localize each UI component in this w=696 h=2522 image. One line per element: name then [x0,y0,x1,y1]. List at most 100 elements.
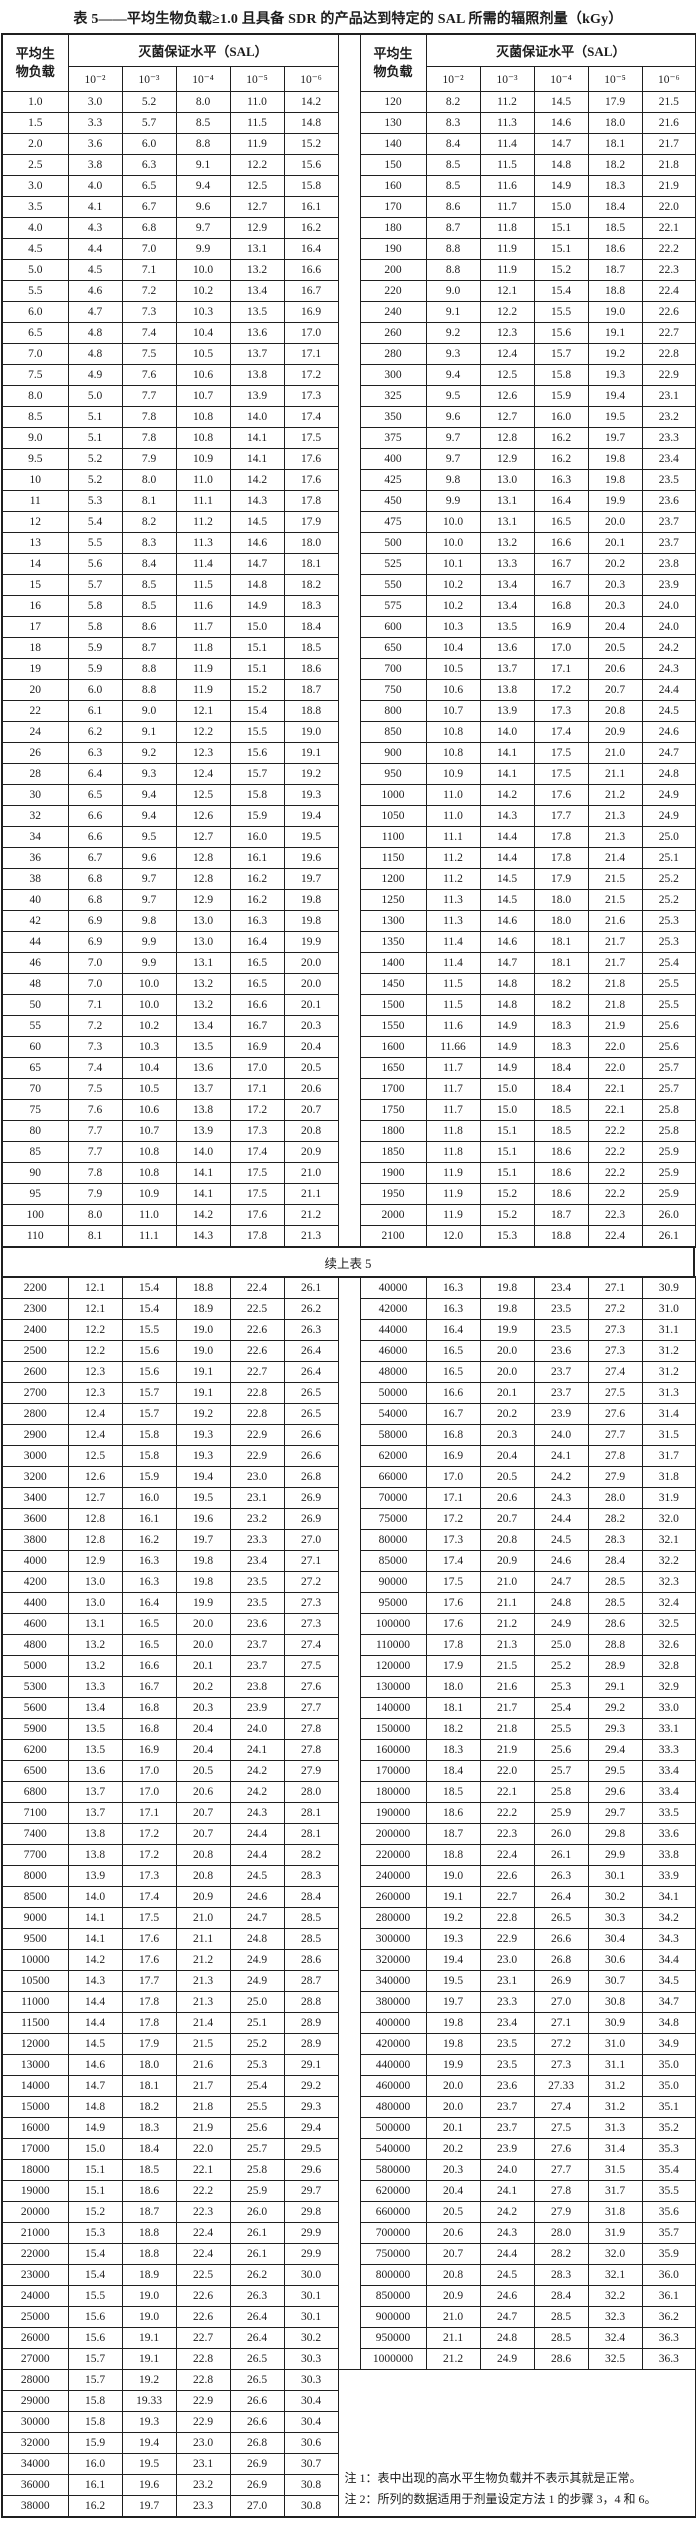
dose-cell: 23.4 [229,1550,285,1572]
dose-cell: 11.9 [229,133,285,155]
dose-cell: 25.3 [641,931,696,953]
dose-cell: 15.2 [479,1204,535,1226]
dose-cell: 16.3 [121,1550,177,1572]
dose-cell: 22.4 [479,1844,535,1866]
table-row: 11500 14.4 17.8 21.4 25.1 28.9 400000 19.8 23.4 2… [1,2012,696,2034]
bioburden-cell: 950000 [359,2327,427,2349]
bioburden-cell: 13 [1,532,69,554]
dose-cell: 33.8 [641,1844,696,1866]
dose-cell: 14.5 [67,2033,123,2055]
dose-cell: 14.2 [283,91,339,113]
bioburden-cell: 8500 [1,1886,69,1908]
dose-cell: 25.4 [533,1697,589,1719]
dose-cell: 23.7 [641,532,696,554]
dose-cell: 11.9 [425,1204,481,1226]
dose-cell: 24.0 [229,1718,285,1740]
dose-cell: 14.3 [229,490,285,512]
dose-cell: 18.2 [533,973,589,995]
dose-cell: 14.3 [479,805,535,827]
bioburden-cell: 6800 [1,1781,69,1803]
dose-cell: 22.8 [175,2348,231,2370]
table-row: 13 5.5 8.3 11.3 14.6 18.0 500 10.0 13.2 16.6 20.1 2… [1,532,696,554]
dose-cell: 8.8 [425,238,481,260]
bioburden-cell: 6200 [1,1739,69,1761]
dose-cell: 24.4 [533,1508,589,1530]
bioburden-cell: 10500 [1,1970,69,1992]
bioburden-cell: 27000 [1,2348,69,2370]
bioburden-cell: 9500 [1,1928,69,1950]
dose-cell: 8.5 [425,154,481,176]
dose-cell: 35.5 [641,2180,696,2202]
dose-cell: 10.6 [425,679,481,701]
table-row: 38000 16.2 19.7 23.3 27.0 30.8 [1,2495,696,2518]
bioburden-cell: 2100 [359,1225,427,1248]
dose-cell: 21.7 [587,931,643,953]
dose-cell: 14.9 [67,2117,123,2139]
dose-cell: 12.1 [67,1276,123,1299]
dose-cell: 15.7 [533,343,589,365]
dose-cell: 23.6 [229,1613,285,1635]
dose-cell: 19.2 [175,1403,231,1425]
dose-cell: 16.3 [229,910,285,932]
dose-cell: 14.5 [229,511,285,533]
dose-cell: 23.7 [533,1382,589,1404]
dose-cell: 7.4 [67,1057,123,1079]
dose-cell: 16.9 [283,301,339,323]
bioburden-cell: 50000 [359,1382,427,1404]
bioburden-cell: 95000 [359,1592,427,1614]
dose-cell: 23.3 [479,1991,535,2013]
dose-cell: 10.5 [121,1078,177,1100]
dose-cell: 16.2 [67,2495,123,2518]
dose-cell: 21.3 [587,805,643,827]
dose-cell: 17.9 [283,511,339,533]
dose-cell: 28.0 [587,1487,643,1509]
dose-cell: 17.7 [121,1970,177,1992]
dose-cell: 29.5 [587,1760,643,1782]
dose-cell: 11.1 [175,490,231,512]
dose-cell: 17.4 [121,1886,177,1908]
dose-cell: 18.1 [283,553,339,575]
dose-cell: 27.5 [587,1382,643,1404]
dose-cell: 14.7 [67,2075,123,2097]
dose-cell: 28.6 [283,1949,339,1971]
dose-cell: 9.7 [175,217,231,239]
dose-cell: 11.1 [425,826,481,848]
dose-cell: 35.4 [641,2159,696,2181]
dose-cell: 14.4 [479,826,535,848]
dose-cell: 4.5 [67,259,123,281]
dose-cell: 20.5 [175,1760,231,1782]
dose-cell: 23.5 [479,2033,535,2055]
table-row: 2300 12.1 15.4 18.9 22.5 26.2 42000 16.3 19.8 23.… [1,1298,696,1320]
spacer-column [337,1277,361,2370]
dose-cell: 11.5 [479,154,535,176]
dose-cell: 23.5 [641,469,696,491]
dose-cell: 19.8 [283,910,339,932]
dose-cell: 15.1 [533,217,589,239]
dose-cell: 9.0 [425,280,481,302]
bioburden-cell: 32 [1,805,69,827]
dose-cell: 21.2 [283,1204,339,1226]
bioburden-cell: 9.5 [1,448,69,470]
dose-cell: 6.8 [121,217,177,239]
dose-cell: 14.8 [479,973,535,995]
dose-cell: 21.0 [425,2306,481,2328]
dose-cell: 11.3 [425,910,481,932]
dose-cell: 34.4 [641,1949,696,1971]
dose-cell: 20.0 [479,1340,535,1362]
table-row: 3800 12.8 16.2 19.7 23.3 27.0 80000 17.3 20.8 24.… [1,1529,696,1551]
bioburden-cell: 480000 [359,2096,427,2118]
bioburden-cell: 70 [1,1078,69,1100]
dose-cell: 17.6 [533,784,589,806]
dose-cell: 11.0 [425,805,481,827]
dose-cell: 12.9 [67,1550,123,1572]
dose-cell: 19.6 [283,847,339,869]
dose-cell: 13.0 [67,1571,123,1593]
dose-cell: 9.7 [121,889,177,911]
dose-cell: 16.5 [121,1613,177,1635]
dose-cell: 21.3 [479,1634,535,1656]
dose-cell: 18.3 [121,2117,177,2139]
dose-cell: 22.2 [479,1802,535,1824]
bioburden-cell: 4000 [1,1550,69,1572]
dose-cell: 15.1 [229,637,285,659]
dose-cell: 32.9 [641,1676,696,1698]
